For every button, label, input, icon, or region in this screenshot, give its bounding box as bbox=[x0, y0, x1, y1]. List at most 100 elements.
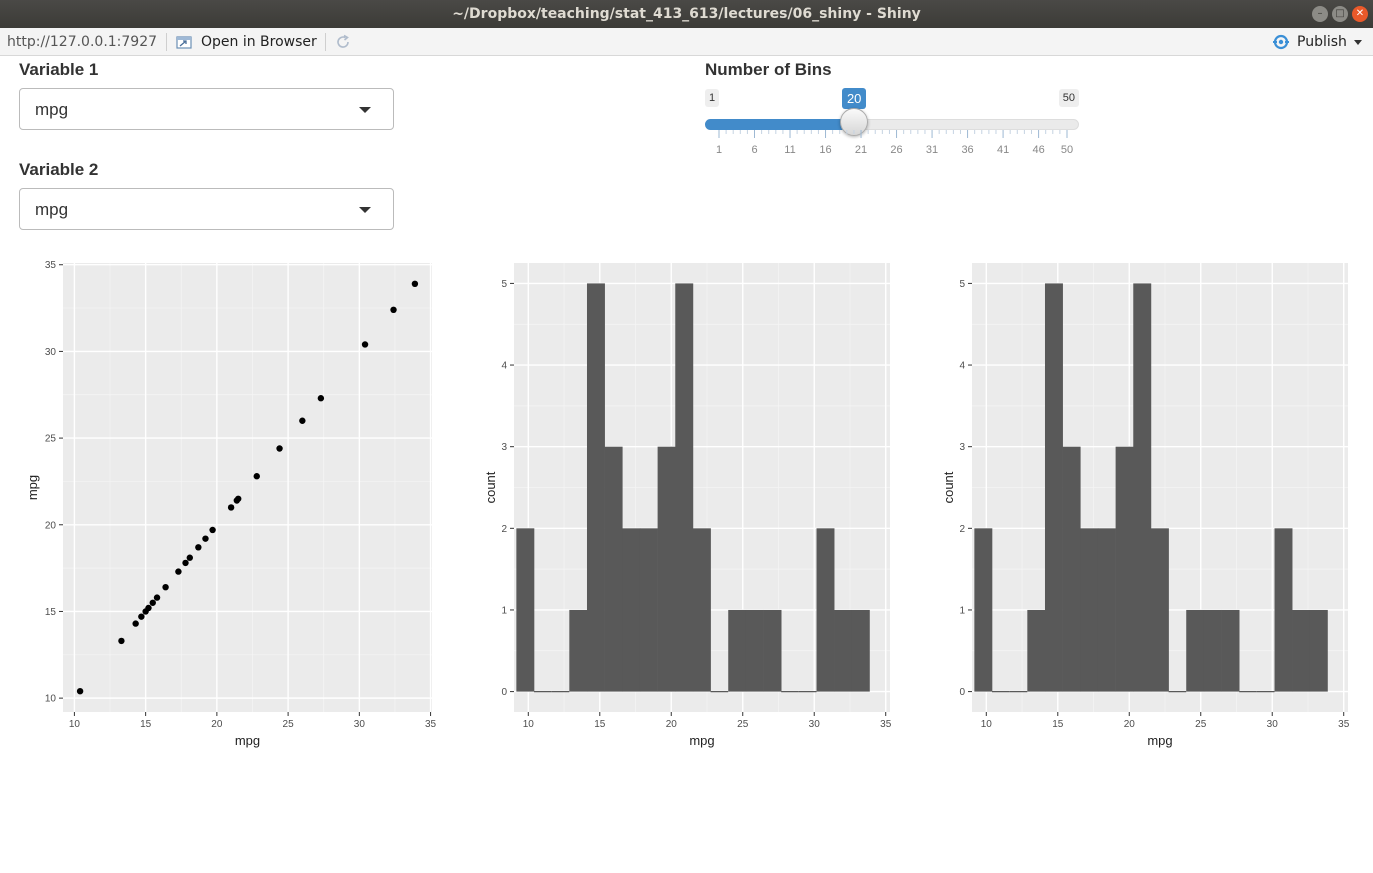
slider-fill bbox=[705, 119, 854, 130]
publish-dropdown-icon[interactable] bbox=[1354, 40, 1362, 45]
x-tick-label: 10 bbox=[523, 719, 535, 730]
slider-max-label: 50 bbox=[1058, 89, 1079, 107]
data-point bbox=[118, 637, 125, 645]
toolbar-divider bbox=[325, 33, 326, 51]
publish-icon[interactable] bbox=[1271, 34, 1291, 50]
slider-tick-label: 11 bbox=[784, 144, 795, 156]
maximize-icon[interactable]: □ bbox=[1332, 6, 1348, 22]
histogram-bar bbox=[1080, 528, 1099, 692]
x-tick-label: 25 bbox=[737, 719, 749, 730]
close-icon[interactable]: ✕ bbox=[1352, 6, 1368, 22]
x-tick-label: 35 bbox=[880, 719, 892, 730]
y-tick-label: 35 bbox=[45, 260, 57, 271]
bins-slider[interactable]: 1 50 20 1 6 11 16 21 26 31 36 41 46 50 bbox=[705, 88, 1081, 160]
slider-min-label: 1 bbox=[705, 89, 720, 107]
x-tick-label: 25 bbox=[283, 719, 295, 730]
y-tick-label: 30 bbox=[45, 347, 57, 358]
variable-2-value: mpg bbox=[35, 200, 69, 219]
minimize-icon[interactable]: – bbox=[1312, 6, 1328, 22]
x-tick-label: 35 bbox=[1338, 719, 1350, 730]
histogram-bar bbox=[1133, 283, 1152, 692]
variable-2-select[interactable]: mpg bbox=[19, 188, 394, 230]
bins-label: Number of Bins bbox=[705, 60, 832, 79]
y-tick-label: 25 bbox=[45, 434, 57, 445]
data-point bbox=[76, 687, 84, 695]
histogram-bar bbox=[851, 609, 870, 692]
scatter-plot: 10 15 20 25 30 35 10 15 20 25 30 35 mpg mpg bbox=[25, 260, 437, 748]
histogram-bar bbox=[692, 528, 711, 692]
histogram-bar bbox=[1115, 446, 1134, 692]
variable-2-label: Variable 2 bbox=[19, 160, 99, 179]
histogram-bar bbox=[639, 528, 658, 692]
slider-tick-label: 21 bbox=[855, 144, 867, 156]
data-point bbox=[276, 445, 283, 452]
histogram-plot-2: 10 15 20 25 30 35 0 1 2 3 4 5 mpg count bbox=[941, 263, 1350, 748]
data-point bbox=[132, 620, 139, 627]
data-point bbox=[162, 583, 169, 591]
data-point bbox=[202, 535, 209, 542]
url-text[interactable]: http://127.0.0.1:7927 bbox=[7, 34, 158, 50]
data-point bbox=[145, 604, 152, 612]
data-point bbox=[235, 495, 242, 502]
slider-tick-label: 26 bbox=[890, 144, 902, 156]
x-tick-label: 20 bbox=[211, 719, 223, 730]
data-point bbox=[390, 306, 397, 314]
y-tick-label: 10 bbox=[45, 694, 57, 705]
histogram-bar bbox=[675, 283, 694, 692]
y-tick-label: 5 bbox=[501, 279, 507, 290]
data-point bbox=[317, 395, 325, 402]
variable-1-value: mpg bbox=[35, 100, 69, 119]
x-axis-label: mpg bbox=[235, 733, 260, 748]
x-tick-label: 20 bbox=[1124, 719, 1136, 730]
window-titlebar: ~/Dropbox/teaching/stat_413_613/lectures… bbox=[0, 0, 1373, 28]
x-tick-label: 15 bbox=[1052, 719, 1064, 730]
histogram-bar bbox=[1044, 283, 1063, 692]
histogram-bar bbox=[1186, 609, 1205, 692]
open-in-browser-button[interactable]: Open in Browser bbox=[201, 34, 317, 50]
histogram-bar bbox=[1097, 528, 1116, 692]
slider-tick-label: 41 bbox=[997, 144, 1009, 156]
data-point bbox=[209, 526, 216, 534]
x-tick-label: 10 bbox=[981, 719, 993, 730]
slider-tick-label: 1 bbox=[716, 144, 722, 156]
x-tick-label: 35 bbox=[425, 719, 437, 730]
histogram-bar bbox=[728, 609, 747, 692]
histogram-bar bbox=[1150, 528, 1169, 692]
histogram-bar bbox=[1221, 609, 1240, 692]
histogram-bar bbox=[1274, 528, 1293, 692]
refresh-icon[interactable] bbox=[334, 33, 352, 51]
variable-1-select[interactable]: mpg bbox=[19, 88, 394, 130]
slider-tick-label: 36 bbox=[961, 144, 973, 156]
y-tick-label: 4 bbox=[959, 361, 965, 372]
open-in-browser-icon[interactable] bbox=[176, 35, 193, 49]
data-point bbox=[195, 544, 202, 551]
slider-tick-label: 16 bbox=[819, 144, 831, 156]
y-tick-label: 3 bbox=[501, 442, 507, 453]
y-axis-label: count bbox=[483, 471, 498, 503]
y-tick-label: 15 bbox=[45, 607, 57, 618]
histogram-bar bbox=[604, 446, 623, 692]
histogram-bar bbox=[586, 283, 605, 692]
y-tick-label: 2 bbox=[501, 524, 507, 535]
data-point bbox=[361, 341, 369, 348]
window-title: ~/Dropbox/teaching/stat_413_613/lectures… bbox=[452, 6, 921, 22]
x-tick-label: 25 bbox=[1195, 719, 1207, 730]
data-point bbox=[411, 280, 419, 288]
y-tick-label: 1 bbox=[959, 605, 965, 616]
y-tick-label: 0 bbox=[501, 687, 507, 698]
x-tick-label: 30 bbox=[809, 719, 821, 730]
histogram-bar bbox=[763, 609, 782, 692]
y-tick-label: 3 bbox=[959, 442, 965, 453]
slider-ticks: 1 6 11 16 21 26 31 36 41 46 50 bbox=[716, 130, 1073, 156]
slider-tick-label: 6 bbox=[751, 144, 757, 156]
x-tick-label: 15 bbox=[140, 719, 152, 730]
plot-panel bbox=[63, 263, 432, 712]
chevron-down-icon bbox=[359, 107, 371, 113]
histogram-bar bbox=[1292, 609, 1311, 692]
publish-button[interactable]: Publish bbox=[1297, 34, 1347, 50]
x-tick-label: 15 bbox=[594, 719, 606, 730]
y-tick-label: 20 bbox=[45, 520, 57, 531]
histogram-bar bbox=[622, 528, 641, 692]
data-point bbox=[253, 473, 260, 480]
slider-tick-label: 46 bbox=[1032, 144, 1044, 156]
